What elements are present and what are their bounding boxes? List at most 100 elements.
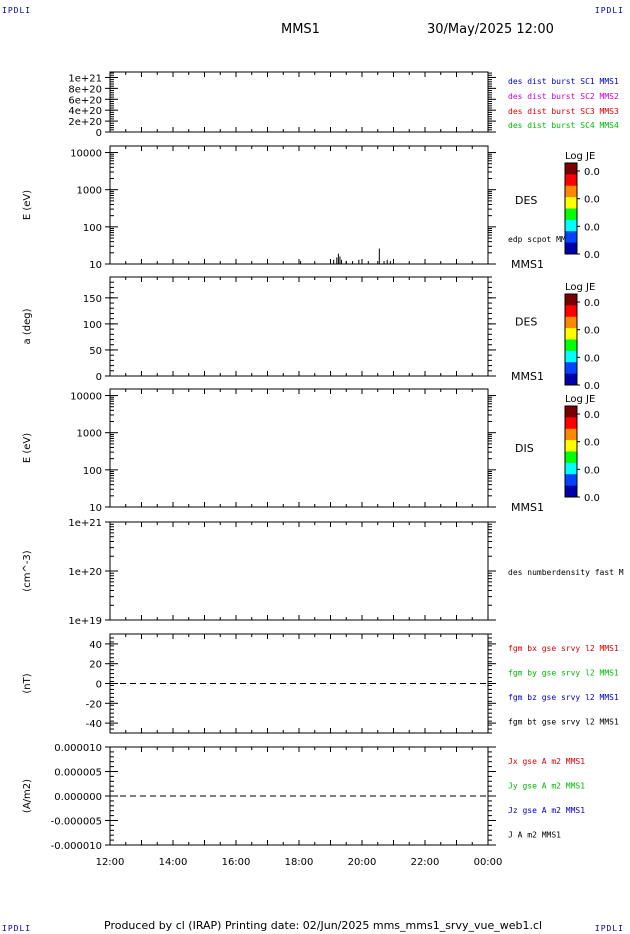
corner-label-bottom-right: IPDLI [594, 924, 624, 933]
y-tick-label: 100 [83, 223, 102, 234]
colorbar-tick-label: 0.0 [584, 298, 600, 309]
spacecraft-title: MMS1 [281, 22, 320, 37]
corner-label-top-left: IPDLI [2, 6, 32, 15]
legend-series-name: des dist burst SC1 MMS1 [508, 77, 619, 86]
colorbar-segment [565, 174, 577, 187]
colorbar-segment [565, 231, 577, 244]
y-tick-label: 50 [89, 346, 102, 357]
species-label: DES [515, 316, 537, 329]
y-tick-label: 100 [83, 320, 102, 331]
x-tick-label: 12:00 [96, 857, 125, 868]
y-tick-label: 0 [96, 128, 102, 139]
colorbar-title: Log JE [565, 394, 595, 405]
legend-series-name: fgm bt gse srvy l2 MMS1 [508, 718, 619, 727]
y-tick-label: 1e+21 [68, 518, 102, 529]
corner-label-bottom-left: IPDLI [2, 924, 32, 933]
y-tick-label: 150 [83, 294, 102, 305]
colorbar-frame [564, 293, 578, 386]
y-tick-label: 1e+21 [68, 73, 102, 84]
colorbar-segment [565, 163, 577, 175]
colorbar-frame [564, 162, 578, 255]
x-tick-label: 00:00 [474, 857, 503, 868]
y-tick-label: 10 [89, 503, 102, 514]
y-tick-label: 1e+20 [68, 567, 102, 578]
colorbar-segment [565, 294, 577, 306]
y-tick-label: 1e+19 [68, 616, 102, 627]
y-tick-label: 10000 [70, 392, 102, 403]
spacecraft-label: MMS1 [511, 370, 544, 383]
x-tick-label: 20:00 [348, 857, 377, 868]
y-tick-label: -40 [86, 719, 102, 730]
colorbar-segment [565, 417, 577, 430]
spacecraft-label: MMS1 [511, 258, 544, 271]
y-tick-label: 6e+20 [68, 95, 102, 106]
panel-frame-4 [109, 388, 489, 508]
colorbar-tick-label: 0.0 [584, 353, 600, 364]
y-axis-label: (nT) [22, 673, 33, 693]
y-tick-label: 1000 [77, 429, 102, 440]
legend-series-name: fgm bx gse srvy l2 MMS1 [508, 644, 619, 653]
colorbar-segment [565, 428, 577, 441]
y-tick-label: 2e+20 [68, 117, 102, 128]
colorbar-segment [565, 451, 577, 464]
panel-frame-3 [109, 276, 489, 377]
colorbar-segment [565, 185, 577, 198]
colorbar-frame [564, 405, 578, 498]
panel-frame-1 [109, 71, 489, 133]
y-tick-label: -0.000010 [51, 841, 102, 852]
colorbar-tick-label: 0.0 [584, 326, 600, 337]
y-tick-label: -0.000005 [51, 817, 102, 828]
y-tick-label: 8e+20 [68, 84, 102, 95]
date-time-title: 30/May/2025 12:00 [427, 22, 554, 37]
legend-series-name: J A m2 MMS1 [508, 831, 561, 840]
species-label: DIS [515, 442, 534, 455]
legend-series-name: fgm by gse srvy l2 MMS1 [508, 669, 619, 678]
colorbar-segment [565, 339, 577, 352]
panel-frame-5 [109, 521, 489, 621]
colorbar-segment [565, 305, 577, 318]
colorbar-title: Log JE [565, 282, 595, 293]
footer-credit: Produced by cl (IRAP) Printing date: 02/… [104, 919, 543, 932]
x-tick-label: 16:00 [222, 857, 251, 868]
colorbar-segment [565, 328, 577, 340]
legend-series-name: Jz gse A m2 MMS1 [508, 806, 585, 815]
colorbar-tick-label: 0.0 [584, 222, 600, 233]
y-tick-label: 0 [96, 372, 102, 383]
colorbar-segment [565, 462, 577, 475]
y-tick-label: 10000 [70, 149, 102, 160]
colorbar-tick-label: 0.0 [584, 465, 600, 476]
legend-series-name: Jx gse A m2 MMS1 [508, 757, 585, 766]
y-tick-label: 0.000000 [54, 792, 102, 803]
colorbar-tick-label: 0.0 [584, 381, 600, 392]
colorbar-segment [565, 242, 577, 255]
y-axis-label: (cm^-3) [22, 550, 33, 591]
y-axis-label: (A/m2) [22, 779, 33, 813]
legend-series-name: des numberdensity fast M [508, 568, 624, 577]
colorbar-tick-label: 0.0 [584, 410, 600, 421]
y-tick-label: 10 [89, 260, 102, 271]
y-tick-label: 4e+20 [68, 106, 102, 117]
colorbar-segment [565, 219, 577, 232]
colorbar-segment [565, 373, 577, 386]
colorbar-segment [565, 440, 577, 452]
colorbar-segment [565, 406, 577, 418]
colorbar-segment [565, 197, 577, 209]
y-tick-label: 0.000010 [54, 743, 102, 754]
panel-frame-2 [109, 145, 489, 265]
x-tick-label: 22:00 [411, 857, 440, 868]
colorbar-segment [565, 362, 577, 375]
legend-series-name: des dist burst SC2 MMS2 [508, 92, 619, 101]
x-tick-label: 18:00 [285, 857, 314, 868]
scpot-label: edp scpot MMS1 [508, 235, 576, 244]
colorbar-segment [565, 474, 577, 487]
colorbar-tick-label: 0.0 [584, 438, 600, 449]
spacecraft-label: MMS1 [511, 501, 544, 514]
y-tick-label: 40 [89, 640, 102, 651]
y-axis-label: E (eV) [22, 433, 33, 463]
colorbar-segment [565, 485, 577, 498]
y-tick-label: 0 [96, 680, 102, 691]
legend-series-name: des dist burst SC3 MMS3 [508, 107, 619, 116]
y-tick-label: 1000 [77, 186, 102, 197]
x-tick-label: 14:00 [159, 857, 188, 868]
colorbar-title: Log JE [565, 151, 595, 162]
